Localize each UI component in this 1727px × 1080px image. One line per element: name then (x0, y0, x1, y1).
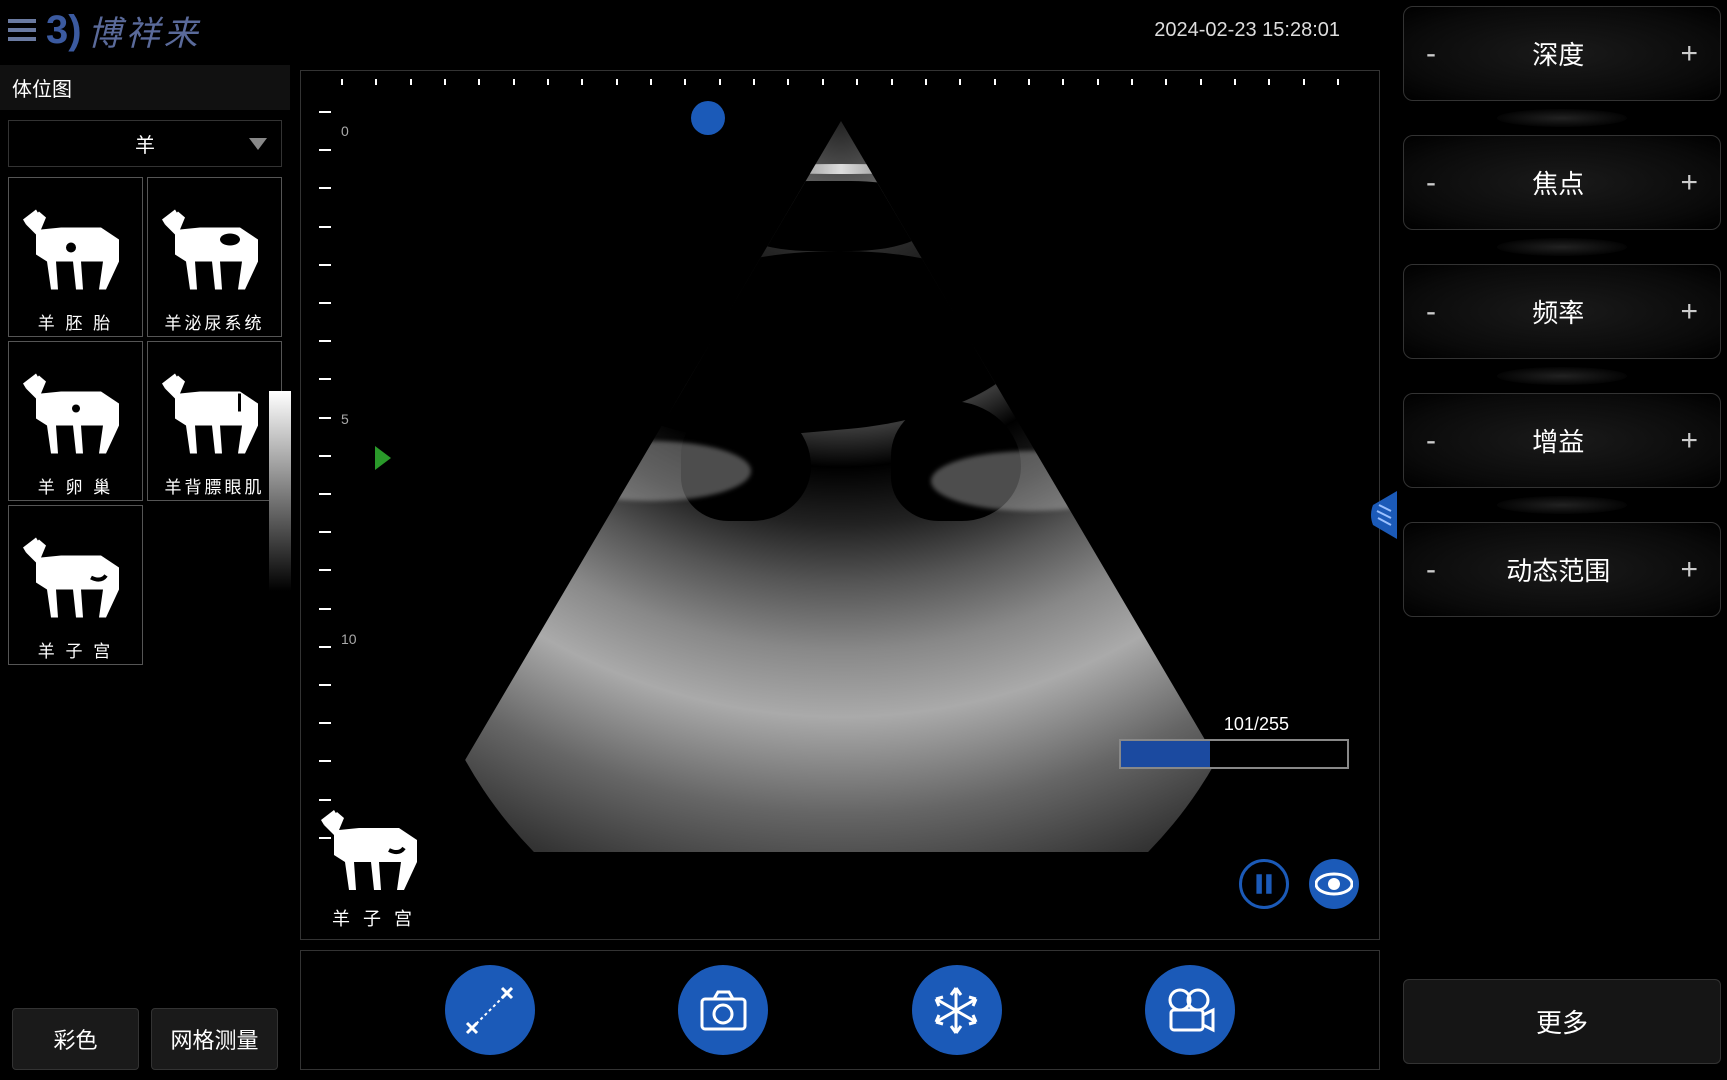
scan-area: 0 5 10 羊 子 宫 101/255 (300, 70, 1380, 940)
thumb-label: 羊泌尿系统 (165, 307, 265, 336)
animal-dropdown[interactable]: 羊 (8, 120, 282, 167)
plus-icon[interactable]: + (1680, 295, 1698, 329)
logo: 3) 博祥来 (46, 6, 202, 55)
param-gain[interactable]: - 增益 + (1403, 393, 1721, 488)
goat-icon (11, 356, 141, 471)
goat-icon (11, 520, 141, 635)
divider (1403, 238, 1721, 256)
goat-icon (150, 356, 280, 471)
divider (1403, 109, 1721, 127)
measure-icon (462, 983, 517, 1038)
progress-text: 101/255 (1119, 714, 1349, 735)
snapshot-button[interactable] (678, 965, 768, 1055)
plus-icon[interactable]: + (1680, 553, 1698, 587)
right-params: - 深度 + - 焦点 + - 频率 + - 增益 + - 动态范围 + 更多 (1397, 0, 1727, 1080)
minus-icon[interactable]: - (1426, 424, 1436, 458)
video-icon (1163, 983, 1218, 1038)
progress-bar[interactable] (1119, 739, 1349, 769)
snowflake-icon (929, 983, 984, 1038)
camera-icon (696, 983, 751, 1038)
thumb-grid: 羊 胚 胎 羊泌尿系统 羊 卵 巢 羊背膘眼肌 羊 子 宫 (0, 177, 290, 665)
param-label: 深度 (1532, 35, 1584, 72)
param-depth[interactable]: - 深度 + (1403, 6, 1721, 101)
param-label: 焦点 (1532, 164, 1584, 201)
plus-icon[interactable]: + (1680, 166, 1698, 200)
overlay-label: 羊 子 宫 (309, 905, 439, 931)
thumb-label: 羊背膘眼肌 (165, 471, 265, 500)
param-label: 频率 (1532, 293, 1584, 330)
minus-icon[interactable]: - (1426, 553, 1436, 587)
scale-5: 5 (341, 411, 349, 427)
timestamp: 2024-02-23 15:28:01 (1154, 19, 1340, 42)
minus-icon[interactable]: - (1426, 166, 1436, 200)
plus-icon[interactable]: + (1680, 37, 1698, 71)
bottom-toolbar (300, 950, 1380, 1070)
goat-icon (11, 192, 141, 307)
thumb-label: 羊 子 宫 (38, 635, 113, 664)
thumb-embryo[interactable]: 羊 胚 胎 (8, 177, 143, 337)
minus-icon[interactable]: - (1426, 37, 1436, 71)
logo-mark: 3) (46, 8, 82, 53)
ruler-left (319, 111, 331, 839)
overlay-bodymark: 羊 子 宫 (309, 800, 439, 931)
grid-measure-button[interactable]: 网格测量 (151, 1008, 278, 1070)
thumb-urinary[interactable]: 羊泌尿系统 (147, 177, 282, 337)
minus-icon[interactable]: - (1426, 295, 1436, 329)
param-frequency[interactable]: - 频率 + (1403, 264, 1721, 359)
param-label: 增益 (1532, 422, 1584, 459)
thumb-backfat[interactable]: 羊背膘眼肌 (147, 341, 282, 501)
logo-text: 博祥来 (88, 6, 202, 55)
plus-icon[interactable]: + (1680, 424, 1698, 458)
divider (1403, 367, 1721, 385)
grayscale-bar (269, 391, 291, 591)
thumb-label: 羊 胚 胎 (38, 307, 113, 336)
color-button[interactable]: 彩色 (12, 1008, 139, 1070)
scale-10: 10 (341, 631, 357, 647)
view-button[interactable] (1309, 859, 1359, 909)
divider (1403, 496, 1721, 514)
param-dynamic-range[interactable]: - 动态范围 + (1403, 522, 1721, 617)
goat-icon (150, 192, 280, 307)
ruler-top (341, 79, 1339, 85)
thumb-label: 羊 卵 巢 (38, 471, 113, 500)
freeze-button[interactable] (912, 965, 1002, 1055)
record-button[interactable] (1145, 965, 1235, 1055)
left-panel: 体位图 羊 羊 胚 胎 羊泌尿系统 羊 卵 巢 羊背膘眼肌 羊 子 宫 彩色 网… (0, 65, 290, 1080)
param-label: 动态范围 (1506, 551, 1610, 588)
focus-arrow-icon (375, 446, 391, 470)
thumb-ovary[interactable]: 羊 卵 巢 (8, 341, 143, 501)
eye-icon (1315, 870, 1353, 898)
pause-icon (1251, 871, 1277, 897)
dropdown-value: 羊 (135, 129, 155, 158)
top-bar: 3) 博祥来 2024-02-23 15:28:01 (0, 0, 1390, 60)
pause-button[interactable] (1239, 859, 1289, 909)
more-button[interactable]: 更多 (1403, 979, 1721, 1064)
goat-icon (309, 800, 439, 900)
param-focus[interactable]: - 焦点 + (1403, 135, 1721, 230)
scale-0: 0 (341, 123, 349, 139)
side-tab-icon[interactable] (1369, 491, 1397, 539)
panel-title: 体位图 (0, 65, 290, 110)
cine-progress: 101/255 (1119, 714, 1349, 769)
thumb-uterus[interactable]: 羊 子 宫 (8, 505, 143, 665)
menu-icon[interactable] (8, 19, 36, 41)
measure-button[interactable] (445, 965, 535, 1055)
